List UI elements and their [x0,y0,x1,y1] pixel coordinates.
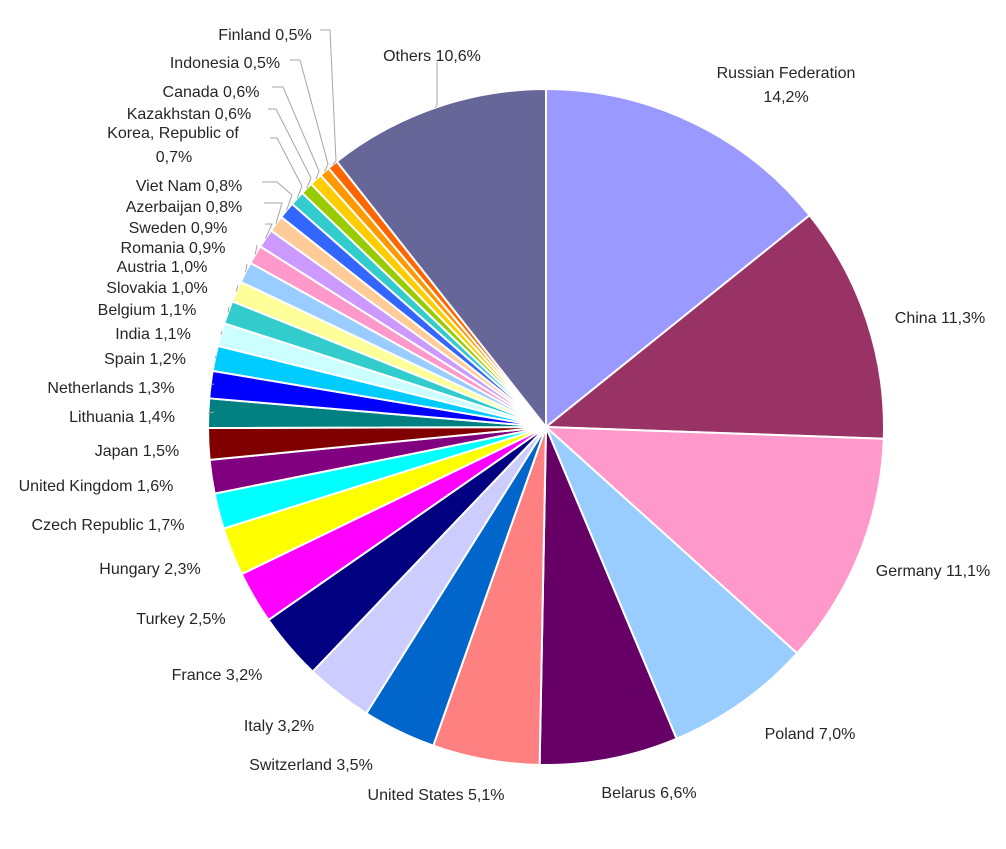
pie-slice-4 [538,426,678,766]
leader-line-23 [264,202,283,224]
pie-slices [206,88,885,766]
slice-label-10: Hungary 2,3% [99,561,200,578]
slice-label-19: Slovakia 1,0% [106,280,207,297]
slice-label-26: Kazakhstan 0,6% [127,106,252,123]
pie-slice-3 [545,426,799,740]
slice-label-3: Poland 7,0% [765,726,856,743]
slice-label-7: Italy 3,2% [244,718,314,735]
leader-line-24 [262,181,293,211]
pie-slice-0 [545,88,811,428]
leader-line-30 [434,62,438,108]
slice-label-23: Azerbaijan 0,8% [126,199,243,216]
slice-label-1: China 11,3% [895,310,985,327]
slice-label-27: Canada 0,6% [163,84,260,101]
slice-label-20: Austria 1,0% [117,259,208,276]
slice-label-29: Finland 0,5% [218,27,311,44]
slice-label-22: Sweden 0,9% [129,220,228,237]
leader-line-26 [268,108,312,189]
slice-label-2: Germany 11,1% [876,563,990,580]
leader-line-16 [214,355,217,359]
slice-label-9: Turkey 2,5% [136,611,225,628]
slice-labels: Russian Federation 14,2% China 11,3% German… [19,27,991,804]
slice-label-15: Netherlands 1,3% [47,380,174,397]
pie-slice-30 [335,88,547,428]
slice-label-16: Spain 1,2% [104,351,186,368]
leader-line-28 [290,59,329,172]
leader-line-18 [227,306,230,313]
slice-label-0: Russian Federation 14,2% [717,65,856,106]
slice-label-24: Viet Nam 0,8% [136,178,242,195]
slice-label-28: Indonesia 0,5% [170,55,280,72]
leader-line-22 [265,223,273,239]
leader-line-19 [235,284,239,292]
pie-slice-2 [545,426,885,655]
slice-label-13: Japan 1,5% [95,443,180,460]
slice-label-5: United States 5,1% [368,787,505,804]
slice-label-8: France 3,2% [172,667,263,684]
slice-label-14: Lithuania 1,4% [69,409,175,426]
leader-line-17 [220,330,223,335]
pie-slice-1 [545,214,885,440]
slice-label-4: Belarus 6,6% [601,785,696,802]
leader-lines [208,29,438,414]
leader-line-25 [270,137,303,199]
leader-line-20 [245,263,248,273]
slice-label-12: United Kingdom 1,6% [19,478,174,495]
slice-label-17: India 1,1% [115,326,191,343]
slice-label-18: Belgium 1,1% [98,302,197,319]
leader-line-14 [208,411,215,414]
leader-line-15 [210,383,215,386]
leader-line-27 [272,86,320,180]
slice-label-11: Czech Republic 1,7% [32,517,185,534]
slice-label-21: Romania 0,9% [121,240,226,257]
slice-label-30: Others 10,6% [383,48,481,65]
slice-label-6: Switzerland 3,5% [249,757,373,774]
leader-line-29 [320,29,337,166]
leader-line-21 [254,244,258,255]
slice-label-25: Korea, Republic of 0,7% [107,125,239,166]
